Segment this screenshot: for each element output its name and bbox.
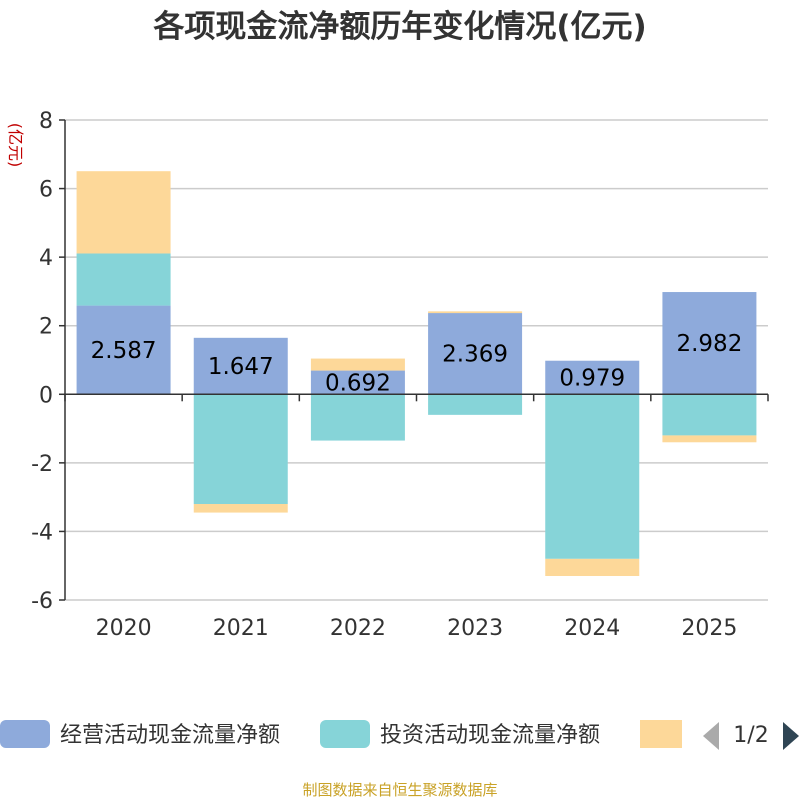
grid-lines <box>65 119 768 601</box>
legend-swatch-operating <box>0 720 50 748</box>
bar-operating-2023 <box>428 313 523 395</box>
bar-investing-2023 <box>428 394 523 415</box>
axes <box>59 119 769 601</box>
bar-operating-2021 <box>193 337 288 395</box>
x-tick-label: 2023 <box>447 616 503 641</box>
bar-investing-2025 <box>662 394 757 436</box>
legend-swatch-investing <box>320 720 370 748</box>
data-label: 2.587 <box>91 338 157 364</box>
legend: 经营活动现金流量净额 投资活动现金流量净额 1/2 <box>0 720 799 750</box>
bar-financing-2022 <box>310 358 405 371</box>
data-source-note: 制图数据来自恒生聚源数据库 <box>302 781 497 799</box>
legend-swatch-financing <box>640 720 682 748</box>
y-tick-label: 0 <box>39 383 53 408</box>
bar-operating-2025 <box>662 292 757 395</box>
legend-label-operating: 经营活动现金流量净额 <box>60 723 280 748</box>
data-label: 2.369 <box>442 342 508 368</box>
x-tick-label: 2024 <box>564 616 620 641</box>
legend-next-page-icon[interactable] <box>783 722 799 750</box>
y-tick-label: 2 <box>39 315 53 340</box>
legend-item-investing[interactable]: 投资活动现金流量净额 <box>320 720 600 748</box>
legend-label-investing: 投资活动现金流量净额 <box>380 723 600 748</box>
x-tick-label: 2020 <box>96 616 152 641</box>
bars <box>76 171 757 576</box>
data-label: 0.692 <box>325 370 391 396</box>
y-tick-label: 6 <box>39 178 53 203</box>
bar-operating-2024 <box>545 360 640 395</box>
bar-financing-2023 <box>428 311 523 314</box>
tick-labels: 8 6 4 2 0 -2 -4 -6 2020 2021 2022 2023 2024 2025 <box>31 109 737 641</box>
y-tick-label: 8 <box>39 109 53 134</box>
legend-prev-page-icon[interactable] <box>703 722 719 750</box>
data-label: 1.647 <box>208 354 274 380</box>
data-labels: 2.587 1.647 0.692 2.369 0.979 2.982 <box>91 331 743 396</box>
data-label: 0.979 <box>559 366 625 392</box>
bar-investing-2022 <box>310 394 405 441</box>
y-tick-label: -6 <box>31 589 53 614</box>
data-label: 2.982 <box>676 331 742 357</box>
bar-financing-2020 <box>76 171 171 254</box>
bar-financing-2024 <box>545 558 640 576</box>
x-tick-label: 2025 <box>681 616 737 641</box>
bar-financing-2025 <box>662 435 757 443</box>
bar-operating-2020 <box>76 305 171 395</box>
bar-operating-2022 <box>310 370 405 395</box>
bar-investing-2020 <box>76 253 171 306</box>
legend-page-indicator: 1/2 <box>733 723 768 748</box>
y-tick-label: 4 <box>39 246 53 271</box>
y-axis-unit: (亿元) <box>6 123 25 168</box>
chart-title: 各项现金流净额历年变化情况(亿元) <box>152 9 646 45</box>
bar-financing-2021 <box>193 504 288 513</box>
legend-item-operating[interactable]: 经营活动现金流量净额 <box>0 720 280 748</box>
bar-investing-2021 <box>193 394 288 504</box>
x-tick-label: 2021 <box>213 616 269 641</box>
legend-item-financing[interactable] <box>640 720 682 748</box>
y-tick-label: -2 <box>31 452 53 477</box>
bar-investing-2024 <box>545 394 640 559</box>
y-tick-label: -4 <box>31 520 53 545</box>
x-tick-label: 2022 <box>330 616 386 641</box>
